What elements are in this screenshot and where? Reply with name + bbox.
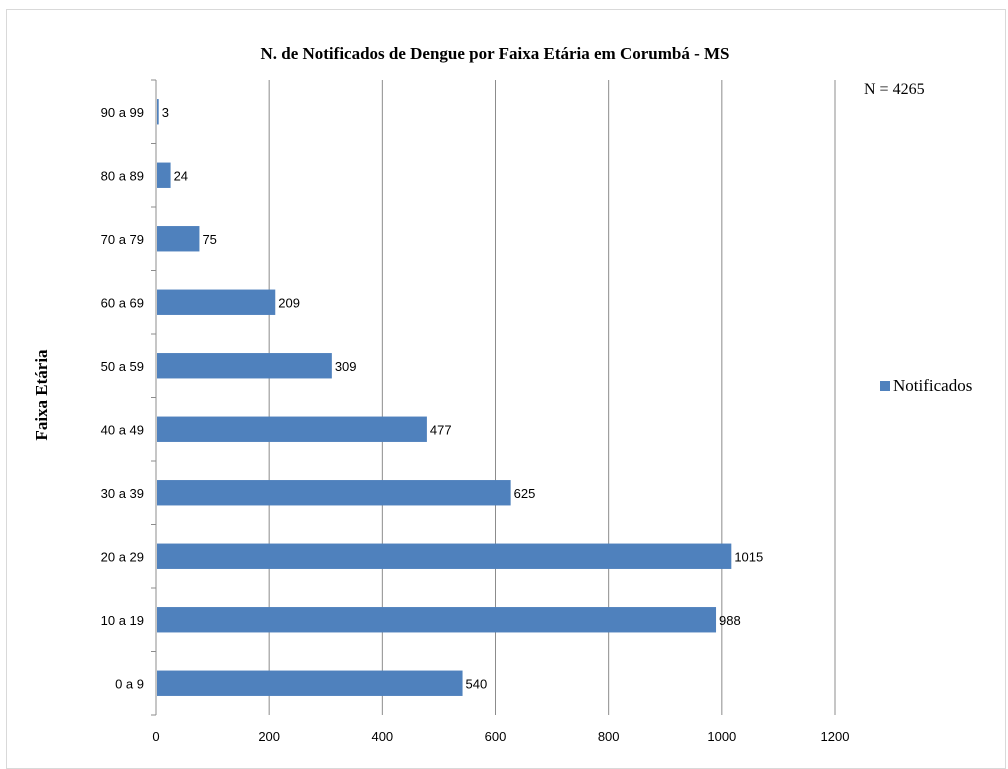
- bar: [157, 543, 732, 569]
- x-tick-label: 200: [258, 729, 280, 744]
- bar: [157, 353, 332, 379]
- bar: [157, 670, 463, 696]
- y-tick-label: 40 a 49: [101, 422, 144, 437]
- y-tick-label: 30 a 39: [101, 486, 144, 501]
- data-label: 1015: [734, 549, 763, 564]
- x-tick-label: 800: [598, 729, 620, 744]
- data-label: 625: [514, 486, 536, 501]
- data-label: 309: [335, 359, 357, 374]
- y-tick-label: 70 a 79: [101, 232, 144, 247]
- x-tick-label: 1000: [707, 729, 736, 744]
- bar: [157, 480, 511, 506]
- chart-title: N. de Notificados de Dengue por Faixa Et…: [260, 44, 730, 63]
- data-label: 477: [430, 422, 452, 437]
- bar: [157, 289, 276, 315]
- sample-size-annotation: N = 4265: [864, 81, 925, 98]
- bar: [157, 226, 200, 252]
- x-tick-label: 1200: [821, 729, 850, 744]
- data-label: 3: [162, 105, 169, 120]
- y-tick-label: 10 a 19: [101, 613, 144, 628]
- data-label: 24: [174, 168, 188, 183]
- x-tick-label: 600: [485, 729, 507, 744]
- y-tick-label: 60 a 69: [101, 295, 144, 310]
- legend-label: Notificados: [893, 376, 973, 395]
- x-tick-label: 400: [371, 729, 393, 744]
- chart-frame: [6, 9, 1006, 769]
- bar: [157, 607, 717, 633]
- data-label: 75: [202, 232, 216, 247]
- legend-swatch: [880, 381, 890, 391]
- y-tick-label: 90 a 99: [101, 105, 144, 120]
- data-label: 540: [466, 676, 488, 691]
- y-tick-label: 0 a 9: [115, 676, 144, 691]
- data-label: 209: [278, 295, 300, 310]
- x-tick-label: 0: [152, 729, 159, 744]
- legend: Notificados: [880, 376, 972, 396]
- y-tick-label: 50 a 59: [101, 359, 144, 374]
- data-label: 988: [719, 613, 741, 628]
- y-tick-label: 80 a 89: [101, 168, 144, 183]
- bar: [157, 162, 171, 188]
- bar: [157, 99, 159, 125]
- y-tick-label: 20 a 29: [101, 549, 144, 564]
- bar: [157, 416, 427, 442]
